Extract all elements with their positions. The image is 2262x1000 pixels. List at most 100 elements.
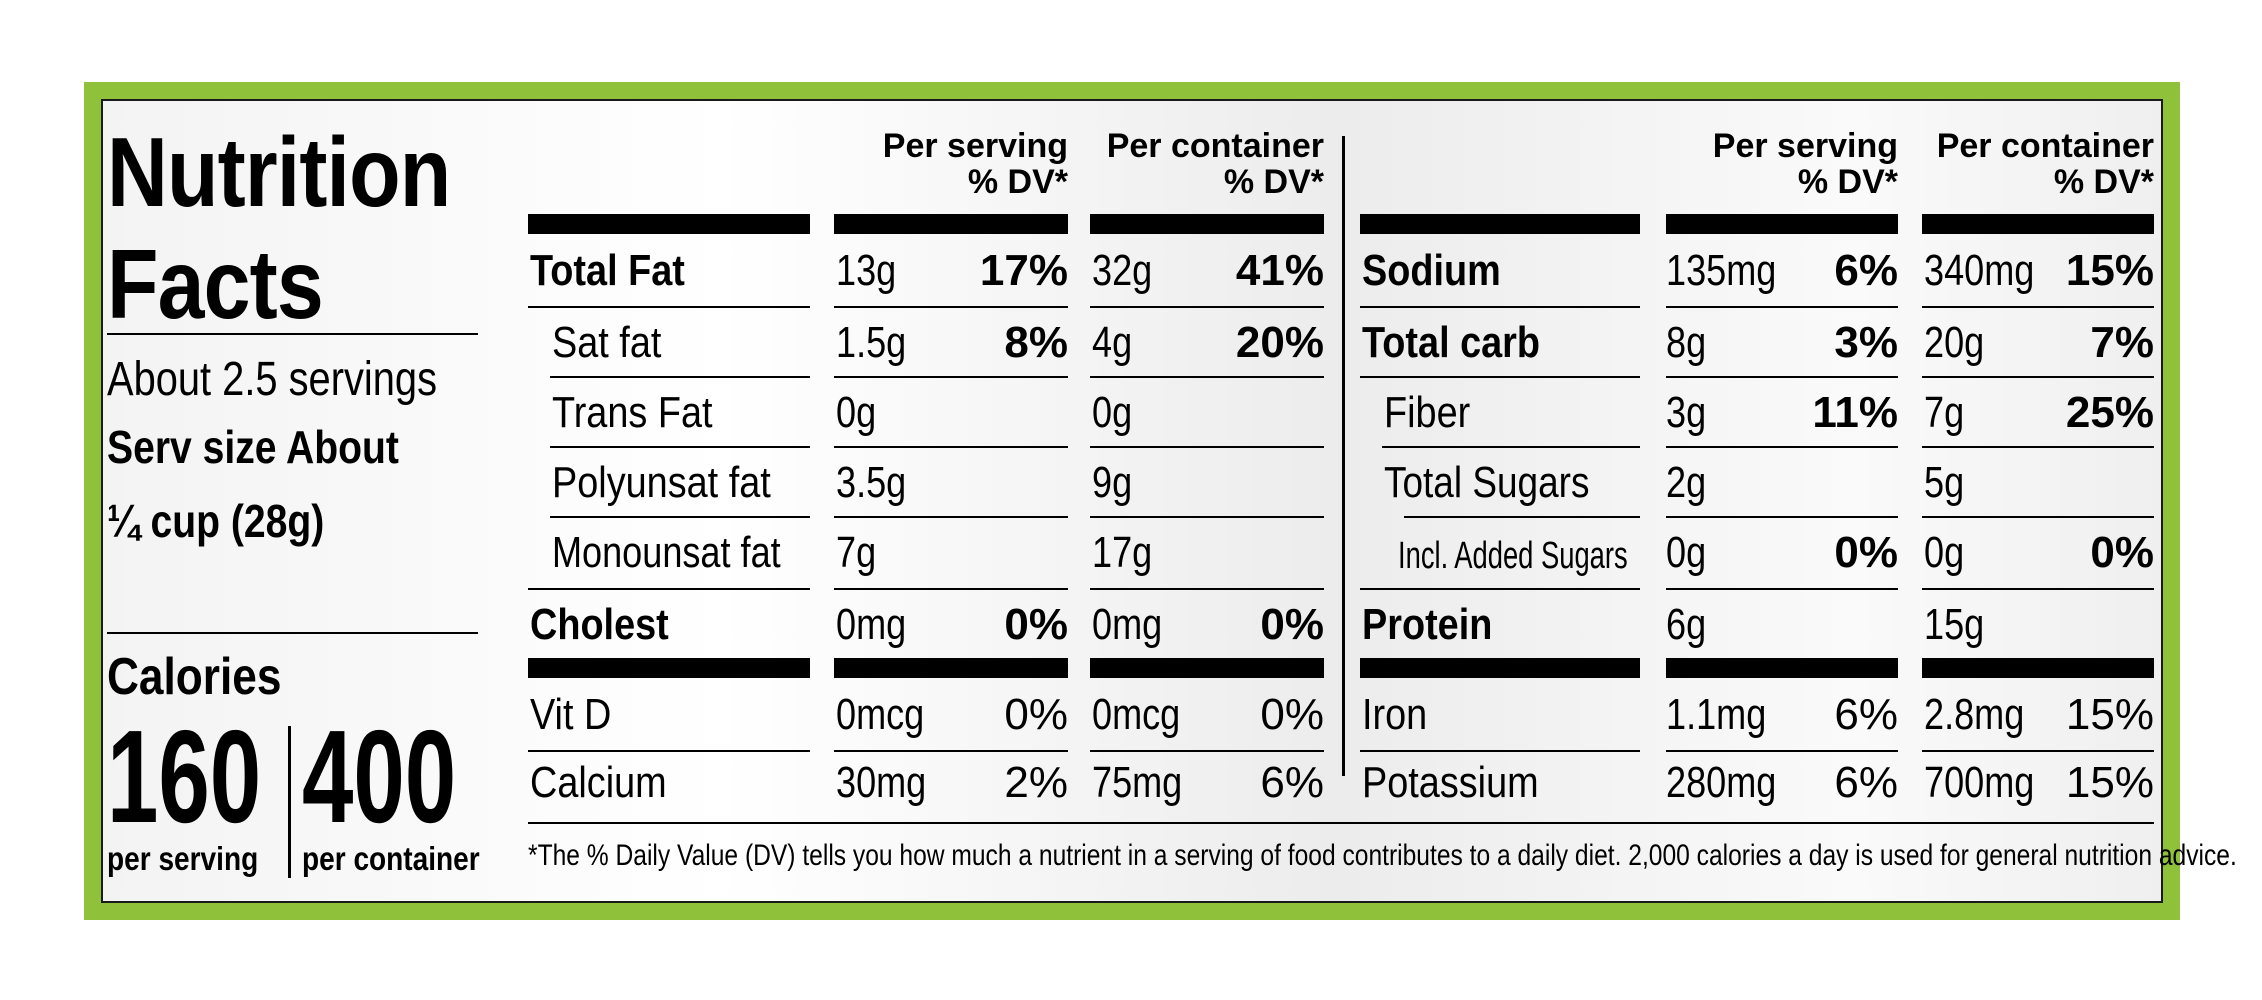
left-rule	[528, 588, 810, 590]
nutrient-name: Sat fat	[552, 318, 662, 367]
title-nutrition: Nutrition	[107, 117, 451, 227]
title-divider	[107, 333, 478, 335]
nutrient-name: Total Fat	[530, 246, 685, 295]
left-rule	[528, 306, 810, 308]
serving-amount: 3.5g	[836, 458, 907, 507]
left-name-bar-mid	[528, 658, 810, 678]
right-rule	[1666, 446, 1898, 448]
container-amount: 0g	[1092, 388, 1133, 437]
serving-amount: 0g	[1666, 528, 1707, 577]
serving-dv: 0%	[1004, 690, 1068, 739]
calories-per-container: 400	[302, 703, 457, 850]
serving-dv: 6%	[1834, 246, 1898, 295]
right-serving-bar-mid	[1666, 658, 1898, 678]
title-facts: Facts	[107, 229, 324, 339]
container-amount: 17g	[1092, 528, 1153, 577]
container-amount: 0mcg	[1092, 690, 1181, 739]
left-rule	[550, 446, 810, 448]
container-dv: 15%	[2065, 690, 2154, 739]
right-rule	[1360, 750, 1640, 752]
container-dv: 0%	[1260, 690, 1324, 739]
serving-amount: 0g	[836, 388, 877, 437]
right-serving-header: Per serving% DV*	[1712, 127, 1898, 201]
nutrient-name: Protein	[1362, 600, 1493, 649]
serving-dv: 2%	[1004, 758, 1068, 807]
left-rule	[1090, 516, 1324, 518]
left-name-bar-top	[528, 214, 810, 234]
serving-size-line2: ¼ cup (28g)	[107, 495, 325, 547]
serving-dv: 6%	[1834, 758, 1898, 807]
right-rule	[1922, 588, 2154, 590]
serving-amount: 2g	[1666, 458, 1707, 507]
footnote: *The % Daily Value (DV) tells you how mu…	[528, 839, 2237, 872]
left-serving-header: Per serving% DV*	[882, 127, 1068, 201]
serving-dv: 8%	[1004, 318, 1068, 367]
serving-amount: 0mcg	[836, 690, 925, 739]
container-amount: 2.8mg	[1924, 690, 2025, 739]
nutrient-name: Trans Fat	[552, 388, 713, 437]
left-rule	[1090, 588, 1324, 590]
nutrient-name: Iron	[1362, 690, 1428, 739]
calories-label: Calories	[107, 648, 282, 706]
container-amount: 7g	[1924, 388, 1965, 437]
container-amount: 32g	[1092, 246, 1153, 295]
container-dv: 20%	[1235, 318, 1324, 367]
container-dv: 0%	[1260, 600, 1324, 649]
right-container-bar-mid	[1922, 658, 2154, 678]
container-amount: 75mg	[1092, 758, 1183, 807]
left-rule	[1090, 306, 1324, 308]
per-container-caption: per container	[302, 840, 480, 877]
serving-amount: 1.1mg	[1666, 690, 1767, 739]
serving-size-line1: Serv size About	[107, 421, 399, 473]
nutrient-name: Total Sugars	[1384, 458, 1590, 507]
calories-separator	[288, 726, 291, 878]
right-rule	[1360, 588, 1640, 590]
serving-dv: 17%	[979, 246, 1068, 295]
calories-per-serving: 160	[107, 703, 262, 850]
right-rule	[1382, 446, 1640, 448]
left-rule	[834, 588, 1068, 590]
right-rule	[1666, 750, 1898, 752]
container-amount: 20g	[1924, 318, 1985, 367]
right-rule	[1922, 306, 2154, 308]
nutrient-name: Total carb	[1362, 318, 1541, 367]
left-rule	[834, 306, 1068, 308]
container-amount: 700mg	[1924, 758, 2035, 807]
container-dv: 15%	[2065, 758, 2154, 807]
serving-amount: 3g	[1666, 388, 1707, 437]
container-amount: 0g	[1924, 528, 1965, 577]
serving-amount: 8g	[1666, 318, 1707, 367]
left-rule	[528, 750, 810, 752]
right-rule	[1922, 516, 2154, 518]
right-container-header: Per container% DV*	[1936, 127, 2154, 201]
right-name-bar-top	[1360, 214, 1640, 234]
calories-divider	[107, 632, 478, 634]
serving-amount: 30mg	[836, 758, 927, 807]
serving-dv: 0%	[1004, 600, 1068, 649]
container-amount: 4g	[1092, 318, 1133, 367]
right-rule	[1922, 376, 2154, 378]
left-serving-bar-mid	[834, 658, 1068, 678]
right-name-bar-mid	[1360, 658, 1640, 678]
nutrient-name: Calcium	[530, 758, 667, 807]
left-rule	[1090, 376, 1324, 378]
right-rule	[1360, 376, 1640, 378]
left-rule	[1090, 446, 1324, 448]
container-dv: 25%	[2065, 388, 2154, 437]
per-serving-caption: per serving	[107, 840, 259, 877]
right-rule	[1922, 446, 2154, 448]
left-container-bar-mid	[1090, 658, 1324, 678]
container-amount: 340mg	[1924, 246, 2035, 295]
container-amount: 9g	[1092, 458, 1133, 507]
nutrient-name: Sodium	[1362, 246, 1501, 295]
container-dv: 15%	[2065, 246, 2154, 295]
right-rule	[1666, 516, 1898, 518]
nutrient-name: Potassium	[1362, 758, 1539, 807]
nutrient-name: Polyunsat fat	[552, 458, 771, 507]
right-rule	[1666, 588, 1898, 590]
left-container-header: Per container% DV*	[1106, 127, 1324, 201]
nutrient-name: Vit D	[530, 690, 612, 739]
right-container-bar-top	[1922, 214, 2154, 234]
right-rule	[1404, 516, 1640, 518]
serving-dv: 0%	[1834, 528, 1898, 577]
